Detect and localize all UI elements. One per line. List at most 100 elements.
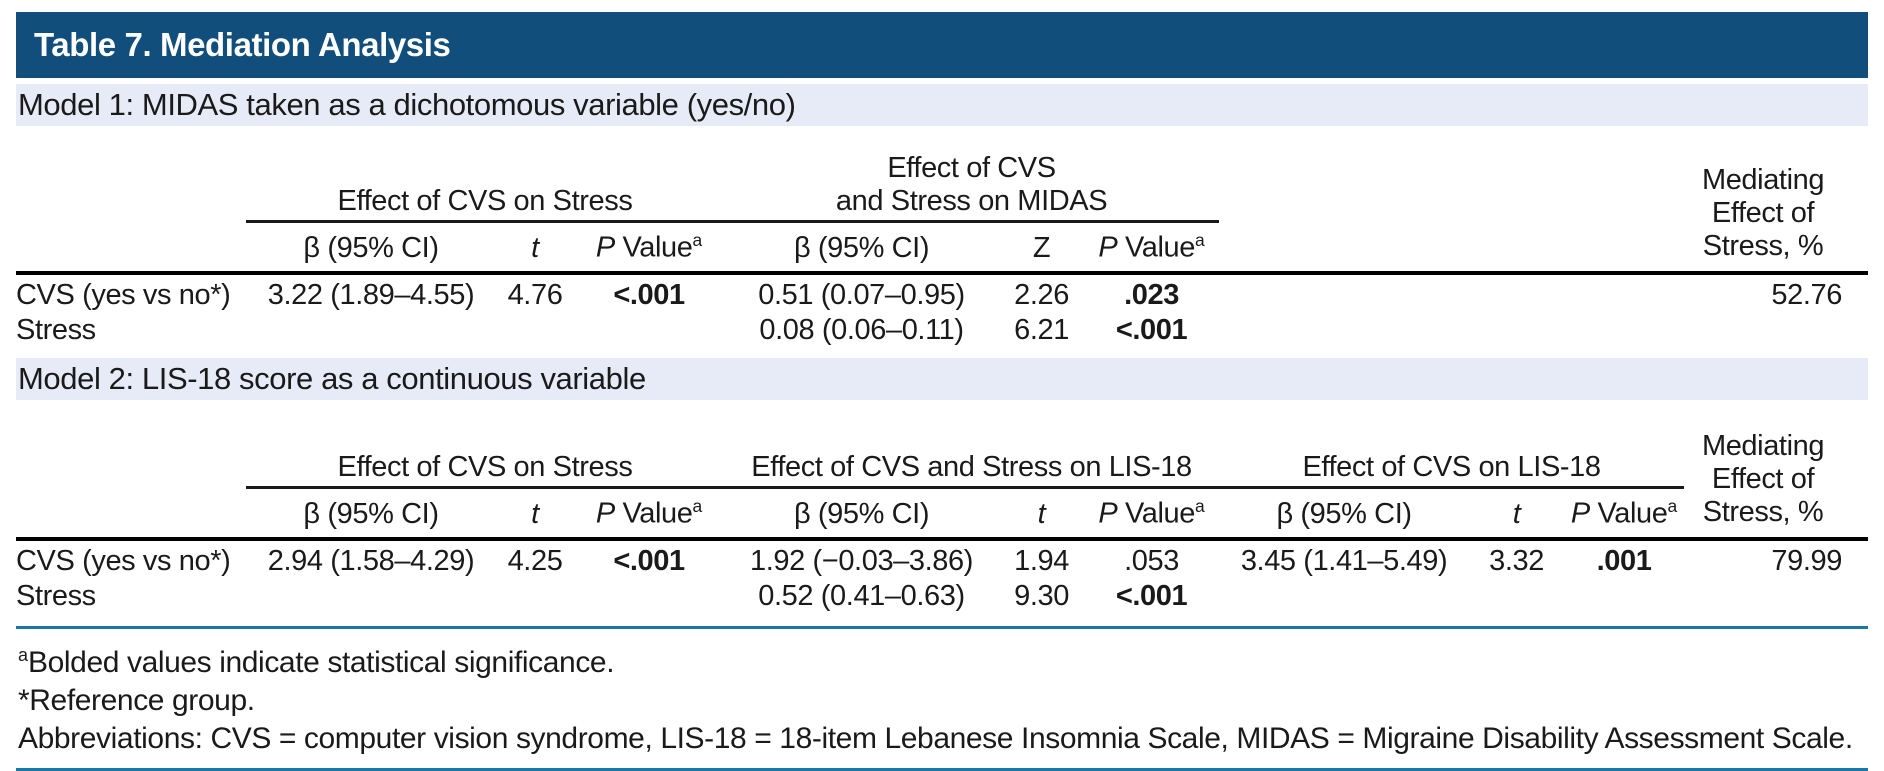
p-value-column-header: P Valuea xyxy=(595,230,703,264)
footnote-a-marker: a xyxy=(692,496,703,517)
table-row-cvs: CVS (yes vs no*) 2.94 (1.58–4.29) 4.25 <… xyxy=(16,537,1868,579)
row-label-cell: CVS (yes vs no*) xyxy=(16,271,246,313)
group-header-cvs-on-stress: Effect of CVS on Stress xyxy=(246,400,725,489)
beta-ci-column-header: β (95% CI) xyxy=(303,232,439,264)
empty-header-cell xyxy=(16,488,246,540)
t-column-header: t xyxy=(1512,498,1521,530)
footnote-reference-group: *Reference group. xyxy=(18,684,255,717)
table-row-stress: Stress 0.52 (0.41–0.63) 9.30 <.001 xyxy=(16,579,1868,614)
row-label-cell: CVS (yes vs no*) xyxy=(16,537,246,579)
t-value-cell: 4.25 xyxy=(496,537,574,579)
divider-rule xyxy=(16,626,1868,629)
beta-ci-cell: 1.92 (−0.03–3.86) xyxy=(724,537,1000,579)
beta-ci-cell: 2.94 (1.58–4.29) xyxy=(246,537,496,579)
empty-header-cell xyxy=(16,126,246,222)
empty-header-cell xyxy=(1219,126,1684,222)
empty-cell xyxy=(1564,313,1684,348)
p-value-cell: <.001 xyxy=(574,537,725,579)
footnote-a-marker: a xyxy=(1195,496,1205,517)
empty-header-cell xyxy=(16,400,246,488)
mediating-effect-header: Mediating Effect of Stress, % xyxy=(1684,126,1868,273)
group-header-line2: and Stress on MIDAS xyxy=(835,185,1108,217)
model1-section-label: Model 1: MIDAS taken as a dichotomous va… xyxy=(18,87,796,122)
mediating-header-line3: Stress, % xyxy=(1702,496,1824,528)
footnote-a-marker: a xyxy=(692,230,703,251)
mediating-header-line1: Mediating xyxy=(1701,164,1825,196)
model2-section-header: Model 2: LIS-18 score as a continuous va… xyxy=(16,358,1868,400)
empty-header-cell xyxy=(1219,222,1469,274)
beta-ci-cell xyxy=(246,313,496,348)
p-value-cell: <.001 xyxy=(574,271,725,313)
p-value-cell: .001 xyxy=(1564,537,1685,579)
p-value-column-header: P Valuea xyxy=(1098,496,1205,530)
empty-header-cell xyxy=(16,222,246,274)
z-column-header: Z xyxy=(1032,232,1051,264)
empty-header-cell xyxy=(1564,222,1684,274)
mediating-header-line1: Mediating xyxy=(1701,430,1825,462)
table-title: Table 7. Mediation Analysis xyxy=(34,26,451,63)
footnote-a-marker: a xyxy=(1667,496,1678,517)
table-row-cvs: CVS (yes vs no*) 3.22 (1.89–4.55) 4.76 <… xyxy=(16,271,1868,313)
beta-ci-column-header: β (95% CI) xyxy=(303,498,439,530)
model1-table: Effect of CVS on Stress Effect of CVS an… xyxy=(16,126,1868,348)
t-column-header: t xyxy=(531,498,539,530)
t-value-cell: 1.94 xyxy=(999,537,1085,579)
empty-cell xyxy=(1219,271,1470,313)
beta-ci-column-header: β (95% CI) xyxy=(1276,498,1412,530)
empty-cell xyxy=(1219,579,1469,614)
t-value-cell: 4.76 xyxy=(496,271,574,313)
table-footnotes: aBolded values indicate statistical sign… xyxy=(16,629,1868,768)
footnote-abbreviations: Abbreviations: CVS = computer vision syn… xyxy=(18,722,1853,755)
p-value-cell: .053 xyxy=(1084,537,1220,579)
table-title-bar: Table 7. Mediation Analysis xyxy=(16,12,1868,78)
t-value-cell: 9.30 xyxy=(1014,580,1069,612)
empty-cell xyxy=(1564,271,1685,313)
table-row-stress: Stress 0.08 (0.06–0.11) 6.21 <.001 xyxy=(16,313,1868,348)
empty-cell xyxy=(1469,271,1565,313)
beta-ci-cell: 3.22 (1.89–4.55) xyxy=(246,271,496,313)
model2-table: Effect of CVS on Stress Effect of CVS an… xyxy=(16,400,1868,614)
row-label-cell: Stress xyxy=(16,580,96,612)
beta-ci-column-header: β (95% CI) xyxy=(793,498,930,530)
beta-ci-cell: 0.08 (0.06–0.11) xyxy=(759,314,964,346)
z-value-cell: 2.26 xyxy=(999,271,1085,313)
p-value-cell: .023 xyxy=(1084,271,1220,313)
t-column-header: t xyxy=(531,232,539,264)
beta-ci-cell: 0.52 (0.41–0.63) xyxy=(758,580,965,612)
mediating-cell: 79.99 xyxy=(1684,537,1868,579)
mediating-header-line2: Effect of xyxy=(1711,197,1815,229)
beta-ci-cell xyxy=(246,579,496,614)
p-value-column-header: P Valuea xyxy=(1098,230,1205,264)
group-header-line1: Effect of CVS xyxy=(887,152,1056,184)
group-header-cvs-on-lis18: Effect of CVS on LIS-18 xyxy=(1219,400,1685,489)
t-value-cell xyxy=(496,579,574,614)
footnote-a-marker: a xyxy=(18,645,29,665)
z-value-cell: 6.21 xyxy=(1014,314,1069,346)
p-value-column-header: P Valuea xyxy=(1570,496,1678,530)
empty-cell xyxy=(1564,579,1684,614)
row-label-cell: Stress xyxy=(16,314,96,346)
p-value-cell xyxy=(574,579,724,614)
t-column-header: t xyxy=(1037,498,1046,530)
p-value-cell: <.001 xyxy=(1115,314,1188,346)
footnote-a-marker: a xyxy=(1195,230,1205,251)
beta-ci-column-header: β (95% CI) xyxy=(793,232,930,264)
mediating-cell xyxy=(1684,579,1868,614)
footnote-significance: aBolded values indicate statistical sign… xyxy=(18,645,615,679)
t-value-cell: 3.32 xyxy=(1469,537,1565,579)
model2-section-label: Model 2: LIS-18 score as a continuous va… xyxy=(18,361,646,396)
mediating-effect-header: Mediating Effect of Stress, % xyxy=(1684,400,1868,539)
beta-ci-cell: 3.45 (1.41–5.49) xyxy=(1219,537,1470,579)
t-value-cell xyxy=(496,313,574,348)
group-header-cvs-stress-on-midas: Effect of CVS and Stress on MIDAS xyxy=(724,126,1220,223)
mediating-cell: 52.76 xyxy=(1684,271,1868,313)
model1-section-header: Model 1: MIDAS taken as a dichotomous va… xyxy=(16,84,1868,126)
mediating-header-line2: Effect of xyxy=(1711,463,1815,495)
group-header-cvs-on-stress: Effect of CVS on Stress xyxy=(246,126,725,223)
p-value-cell xyxy=(574,313,724,348)
p-value-column-header: P Valuea xyxy=(595,496,703,530)
mediating-cell xyxy=(1684,313,1868,348)
empty-cell xyxy=(1219,313,1469,348)
empty-cell xyxy=(1469,313,1564,348)
